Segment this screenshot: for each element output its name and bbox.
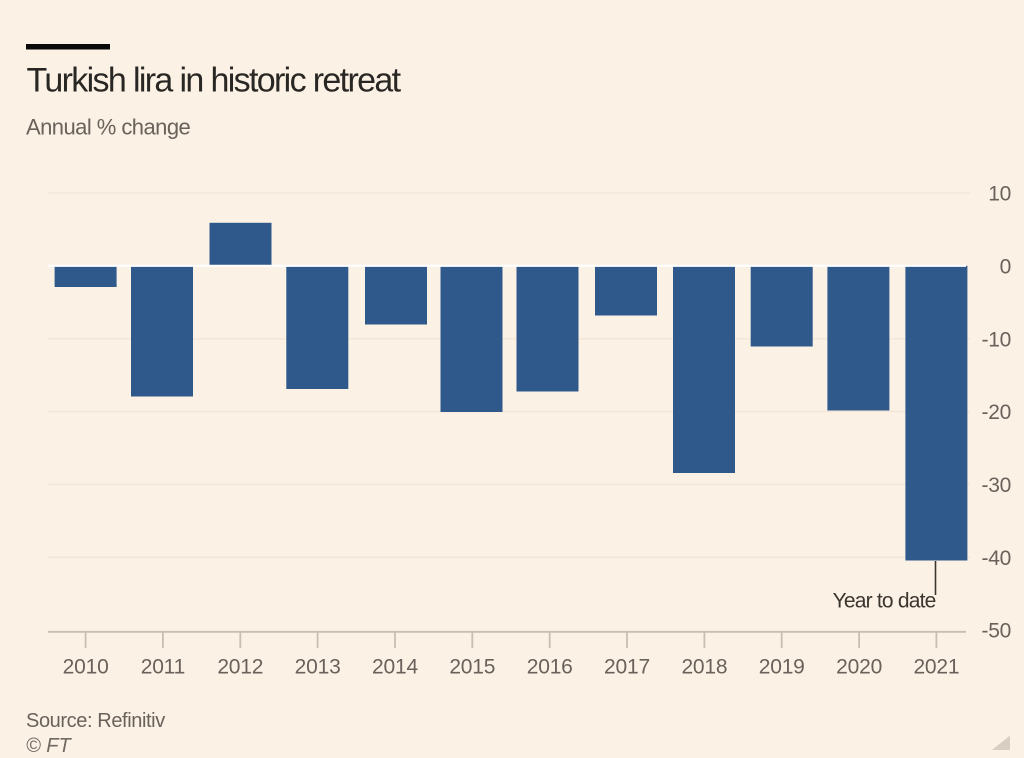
svg-text:2017: 2017 (604, 656, 650, 679)
svg-text:0: 0 (1000, 255, 1011, 278)
svg-text:-50: -50 (982, 620, 1011, 643)
svg-text:2010: 2010 (63, 656, 109, 679)
svg-text:Turkish lira in historic retre: Turkish lira in historic retreat (27, 61, 402, 99)
svg-text:Annual % change: Annual % change (26, 115, 191, 140)
svg-text:2013: 2013 (295, 656, 341, 679)
svg-text:10: 10 (988, 183, 1011, 206)
svg-text:2021: 2021 (913, 656, 959, 679)
svg-text:-20: -20 (982, 401, 1011, 424)
svg-text:2018: 2018 (681, 656, 727, 679)
svg-text:2012: 2012 (217, 656, 263, 679)
svg-text:2019: 2019 (759, 656, 805, 679)
svg-text:-30: -30 (982, 474, 1011, 497)
svg-text:2015: 2015 (449, 656, 495, 679)
svg-text:2020: 2020 (836, 656, 882, 679)
svg-text:© FT: © FT (26, 735, 73, 757)
svg-text:Source: Refinitiv: Source: Refinitiv (26, 710, 165, 732)
svg-text:2014: 2014 (372, 656, 418, 679)
svg-text:-10: -10 (982, 328, 1011, 351)
svg-text:Year to date: Year to date (833, 589, 936, 612)
svg-text:2016: 2016 (527, 656, 573, 679)
svg-text:-40: -40 (982, 547, 1011, 570)
svg-text:2011: 2011 (141, 656, 185, 679)
